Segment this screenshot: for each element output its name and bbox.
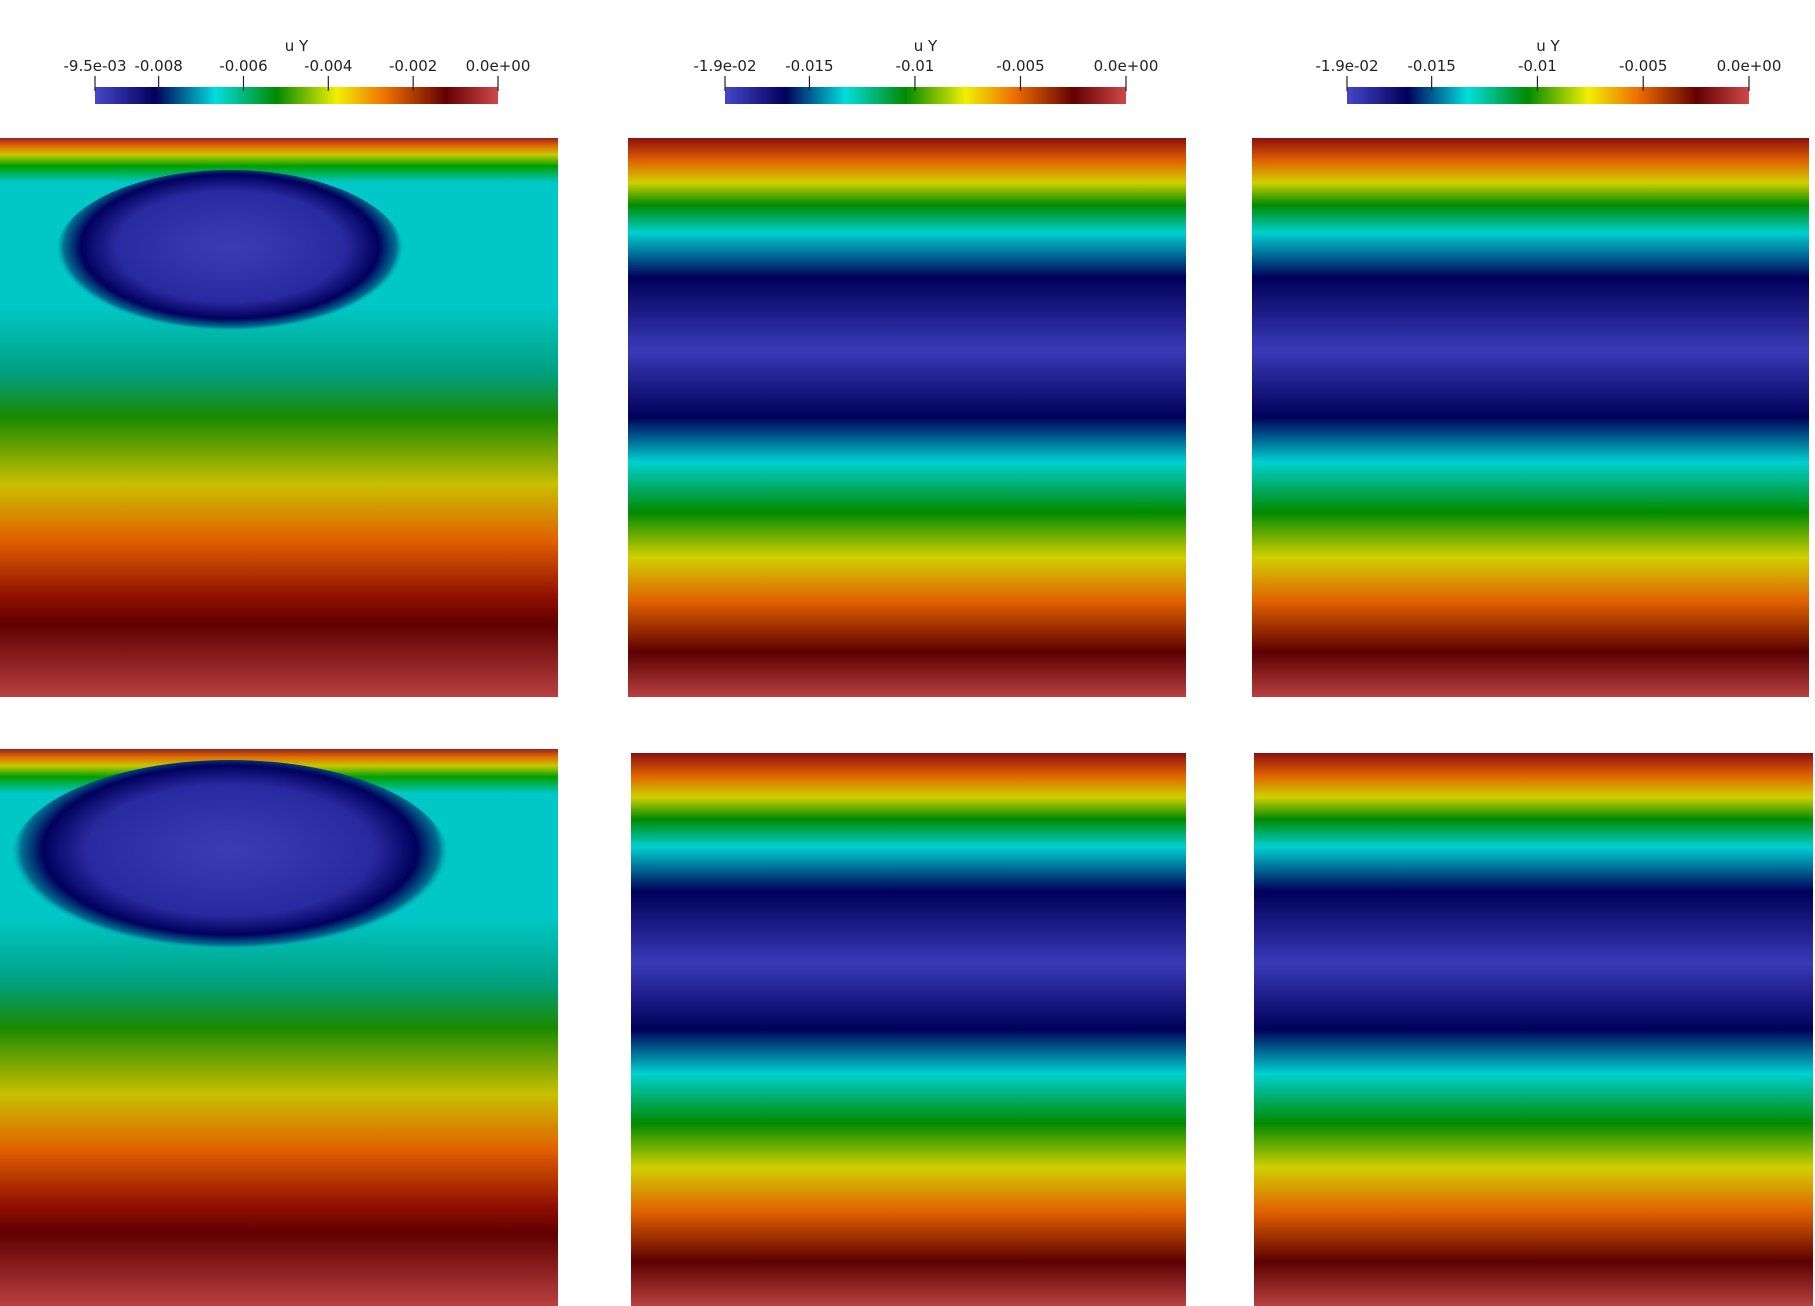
field-blob [55,170,405,340]
field-panels [0,138,1813,1306]
colorbar [1347,87,1749,104]
colorbar [725,87,1126,104]
field-panel [1254,753,1813,1306]
tick-label: -0.006 [219,57,267,75]
tick-label: -1.9e-02 [694,57,757,75]
tick-label: -9.5e-03 [64,57,127,75]
tick-label: 0.0e+00 [1717,57,1782,75]
field-panel [631,753,1186,1306]
tick-label: -0.015 [1407,57,1455,75]
tick-label: -0.01 [1518,57,1557,75]
tick-label: -0.005 [1619,57,1667,75]
tick-label: -1.9e-02 [1316,57,1379,75]
field-blob [10,760,450,960]
colorbar [95,87,498,104]
tick-label: -0.004 [304,57,352,75]
tick-label: -0.015 [785,57,833,75]
field-panel [1252,138,1809,697]
field-panel [628,138,1186,697]
tick-label: 0.0e+00 [1094,57,1159,75]
colorbar-title: u Y [1536,37,1560,55]
colorbar-title: u Y [914,37,938,55]
tick-label: -0.002 [389,57,437,75]
tick-label: -0.01 [896,57,935,75]
tick-label: 0.0e+00 [466,57,531,75]
tick-label: -0.008 [134,57,182,75]
tick-label: -0.005 [996,57,1044,75]
colorbar-title: u Y [285,37,309,55]
